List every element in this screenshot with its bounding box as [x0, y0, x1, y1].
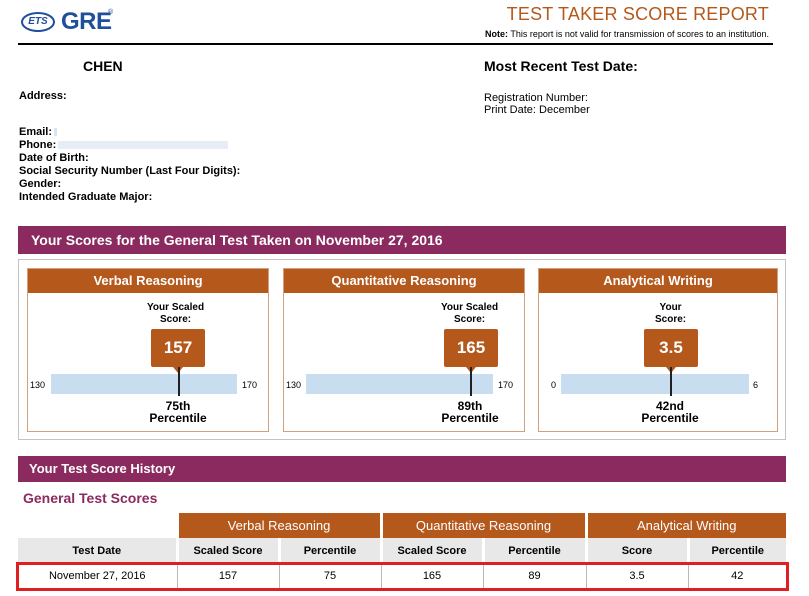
col-test-date: Test Date	[18, 538, 177, 563]
group-quant: Quantitative Reasoning	[379, 513, 586, 538]
header-divider	[18, 43, 773, 45]
note-text: This report is not valid for transmissio…	[508, 29, 769, 39]
cell-verbal-percentile: 75	[278, 563, 381, 588]
verbal-percentile: 75th Percentile	[138, 400, 218, 424]
col-verbal-percentile: Percentile	[277, 538, 381, 563]
writing-percentile-value: 42nd	[655, 399, 684, 413]
writing-score-label-line2: Score:	[655, 314, 687, 325]
verbal-score-label: Your Scaled Score:	[147, 302, 204, 326]
group-verbal: Verbal Reasoning	[175, 513, 381, 538]
email-label: Email:	[19, 126, 53, 138]
verbal-max: 170	[242, 380, 258, 390]
verbal-score-marker	[178, 367, 180, 396]
gre-logo: GRE	[61, 8, 112, 35]
quant-score-label-line2: Score:	[453, 314, 486, 325]
email-row: Email:	[19, 126, 240, 139]
phone-row: Phone:	[19, 139, 240, 152]
phone-label: Phone:	[19, 139, 57, 151]
col-writing-percentile: Percentile	[686, 538, 786, 563]
cell-quant-percentile: 89	[482, 563, 586, 588]
cell-quant-scaled: 165	[380, 563, 483, 588]
writing-score-marker	[670, 367, 672, 396]
print-date: Print Date: December	[484, 104, 590, 116]
group-blank-cell	[18, 513, 177, 538]
verbal-percentile-value: 75th	[165, 399, 191, 413]
address-label: Address:	[19, 90, 67, 102]
candidate-name: CHEN	[83, 58, 123, 74]
cell-writing-percentile: 42	[687, 563, 786, 588]
verbal-section: Verbal Reasoning Your Scaled Score: 157 …	[27, 268, 269, 432]
group-writing: Analytical Writing	[584, 513, 786, 538]
candidate-details: Email: Phone: Date of Birth: Social Secu…	[19, 126, 240, 204]
verbal-min: 130	[30, 380, 46, 390]
verbal-score-box: 157	[151, 329, 205, 373]
quant-section: Quantitative Reasoning Your Scaled Score…	[283, 268, 525, 432]
col-quant-scaled: Scaled Score	[379, 538, 483, 563]
quant-score-marker	[470, 367, 472, 396]
writing-section: Analytical Writing Your Score: 3.5 0 6 4…	[538, 268, 778, 432]
gender-label: Gender:	[19, 178, 62, 190]
quant-score-label: Your Scaled Score:	[441, 302, 498, 326]
quant-heading: Quantitative Reasoning	[284, 269, 524, 293]
writing-score-label-line1: Your	[659, 302, 682, 313]
quant-percentile-value: 89th	[457, 399, 483, 413]
table-group-row: Verbal Reasoning Quantitative Reasoning …	[18, 513, 786, 538]
ssn-label: Social Security Number (Last Four Digits…	[19, 165, 241, 177]
quant-max: 170	[498, 380, 514, 390]
verbal-score-label-line1: Your Scaled	[147, 302, 205, 313]
writing-percentile-label: Percentile	[641, 411, 699, 425]
cell-verbal-scaled: 157	[176, 563, 279, 588]
verbal-percentile-label: Percentile	[149, 411, 207, 425]
history-banner: Your Test Score History	[18, 456, 786, 482]
score-history-table: Verbal Reasoning Quantitative Reasoning …	[18, 513, 786, 588]
quant-percentile-label: Percentile	[441, 411, 499, 425]
scores-banner: Your Scores for the General Test Taken o…	[18, 226, 786, 254]
quant-min: 130	[286, 380, 302, 390]
col-quant-percentile: Percentile	[481, 538, 586, 563]
col-writing-score: Score	[584, 538, 688, 563]
writing-score-bar	[561, 374, 749, 394]
quant-score-box: 165	[444, 329, 498, 373]
verbal-score-bar	[51, 374, 237, 394]
quant-score-bar	[306, 374, 493, 394]
quant-score-label-line1: Your Scaled	[441, 302, 499, 313]
writing-max: 6	[753, 380, 759, 390]
table-row: November 27, 2016 157 75 165 89 3.5 42	[18, 563, 786, 588]
recent-test-date-label: Most Recent Test Date:	[484, 58, 638, 74]
ets-logo: ETS	[21, 12, 55, 32]
quant-percentile: 89th Percentile	[430, 400, 510, 424]
col-verbal-scaled: Scaled Score	[175, 538, 279, 563]
registration-number-label: Registration Number:	[484, 92, 588, 104]
note-label: Note:	[485, 29, 509, 39]
report-note: Note: This report is not valid for trans…	[485, 29, 769, 39]
cell-test-date: November 27, 2016	[48, 569, 146, 582]
redacted-email	[54, 128, 58, 137]
verbal-heading: Verbal Reasoning	[28, 269, 268, 293]
dob-label: Date of Birth:	[19, 152, 89, 164]
scores-frame	[18, 259, 786, 440]
writing-percentile: 42nd Percentile	[630, 400, 710, 424]
cell-writing-score: 3.5	[585, 563, 688, 588]
writing-score-label: Your Score:	[655, 302, 686, 326]
major-label: Intended Graduate Major:	[19, 191, 153, 203]
writing-heading: Analytical Writing	[539, 269, 777, 293]
verbal-score-label-line2: Score:	[159, 314, 192, 325]
writing-min: 0	[551, 380, 557, 390]
row-highlight	[16, 562, 789, 591]
registered-mark: ®	[108, 9, 114, 16]
redacted-phone	[58, 141, 229, 150]
report-title: TEST TAKER SCORE REPORT	[506, 4, 769, 24]
writing-score-box: 3.5	[644, 329, 698, 373]
table-header-row: Test Date Scaled Score Percentile Scaled…	[18, 538, 786, 563]
general-test-scores-heading: General Test Scores	[23, 490, 158, 506]
